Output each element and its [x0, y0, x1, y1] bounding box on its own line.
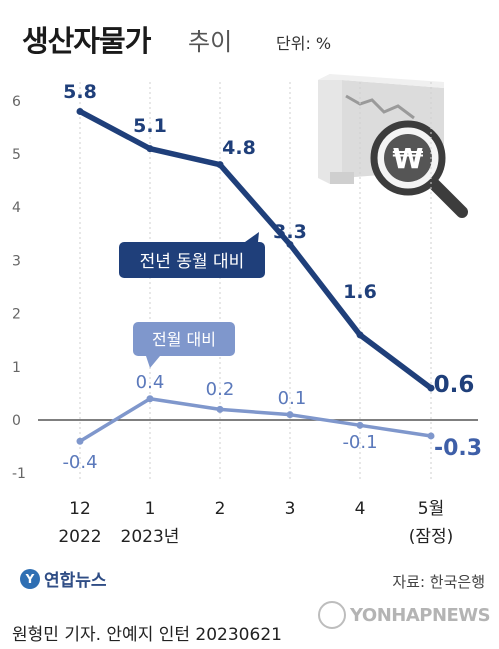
x-tick-label: 5월 — [418, 499, 444, 519]
data-label-mom: -0.3 — [434, 436, 482, 461]
data-label-mom: 0.1 — [278, 388, 307, 409]
legend-label-yoy: 전년 동월 대비 — [140, 252, 245, 272]
series-point-yoy — [356, 331, 364, 339]
series-point-mom — [356, 421, 364, 429]
data-label-yoy: 5.1 — [133, 115, 167, 137]
watermark-text: YONHAPNEWS — [350, 604, 491, 626]
source-label: 자료: 한국은행 — [392, 573, 485, 591]
y-tick-label: 3 — [12, 253, 21, 269]
y-tick-label: 4 — [12, 200, 21, 216]
won-magnifier-chart-icon: ₩ — [318, 74, 468, 218]
x-tick-label: 4 — [355, 499, 366, 519]
data-label-yoy: 1.6 — [343, 281, 377, 303]
y-tick-label: 5 — [12, 147, 21, 163]
data-label-mom: -0.1 — [342, 432, 377, 453]
y-tick-label: 2 — [12, 307, 21, 323]
unit-label: 단위: % — [276, 34, 332, 53]
data-label-mom: -0.4 — [62, 452, 97, 473]
data-label-mom: 0.4 — [136, 372, 165, 393]
data-label-yoy: 0.6 — [434, 372, 475, 398]
yonhap-logo-icon: Y — [20, 568, 40, 589]
legend-label-mom: 전월 대비 — [152, 330, 216, 349]
legend-box-yoy — [119, 242, 265, 278]
x-tick-sublabel: 2023년 — [121, 527, 180, 547]
y-tick-label: 0 — [12, 413, 21, 429]
y-axis: 6 5 4 3 2 1 0 -1 — [12, 94, 26, 482]
series-line-mom — [79, 396, 432, 443]
yonhap-logo-text: 연합뉴스 — [44, 571, 107, 591]
legend-box-mom — [133, 322, 235, 356]
yonhap-watermark: YONHAPNEWS — [318, 601, 491, 629]
data-label-mom: 0.2 — [206, 379, 235, 400]
data-label-yoy: 3.3 — [273, 221, 307, 243]
yonhap-logo: Y 연합뉴스 — [20, 566, 107, 591]
legend-pointer-mom — [146, 356, 160, 368]
y-tick-label: -1 — [12, 466, 26, 482]
series-lines — [76, 107, 435, 445]
series-point-mom — [216, 405, 224, 413]
page-title: 생산자물가 — [22, 24, 151, 58]
x-tick-label: 2 — [215, 499, 226, 519]
watermark-icon — [318, 601, 346, 629]
series-line-yoy — [78, 109, 433, 391]
series-point-yoy — [427, 384, 435, 392]
x-tick-sublabel: (잠정) — [409, 527, 454, 547]
series-point-mom — [146, 395, 154, 403]
won-symbol: ₩ — [393, 142, 424, 175]
y-tick-label: 1 — [12, 360, 21, 376]
series-point-yoy — [76, 107, 84, 115]
legend-pointer-yoy — [245, 232, 259, 242]
x-tick-label: 1 — [145, 499, 156, 519]
series-point-yoy — [216, 161, 224, 169]
series-point-yoy — [286, 240, 294, 248]
producer-price-chart: ₩ 6 5 4 3 2 1 0 -1 5.8 5.1 4.8 3.3 1.6 0.6 -0.4 0.4 0.2… — [12, 74, 482, 547]
series-point-mom — [427, 432, 435, 440]
series-point-yoy — [146, 145, 154, 153]
x-axis: 12 2022 1 2023년 2 3 4 5월 (잠정) — [58, 499, 453, 547]
data-label-yoy: 5.8 — [63, 81, 97, 103]
data-labels: 5.8 5.1 4.8 3.3 1.6 0.6 -0.4 0.4 0.2 0.1 -0.1 -0.3 — [62, 81, 482, 473]
series-point-mom — [76, 437, 84, 445]
y-tick-label: 6 — [12, 94, 21, 110]
x-tick-label: 12 — [69, 499, 91, 519]
x-tick-sublabel: 2022 — [58, 527, 101, 547]
series-point-mom — [286, 411, 294, 419]
data-label-yoy: 4.8 — [222, 137, 256, 159]
credit-line: 원형민 기자. 안예지 인턴 20230621 — [12, 625, 282, 645]
x-tick-label: 3 — [285, 499, 296, 519]
page-title-suffix: 추이 — [188, 28, 233, 56]
